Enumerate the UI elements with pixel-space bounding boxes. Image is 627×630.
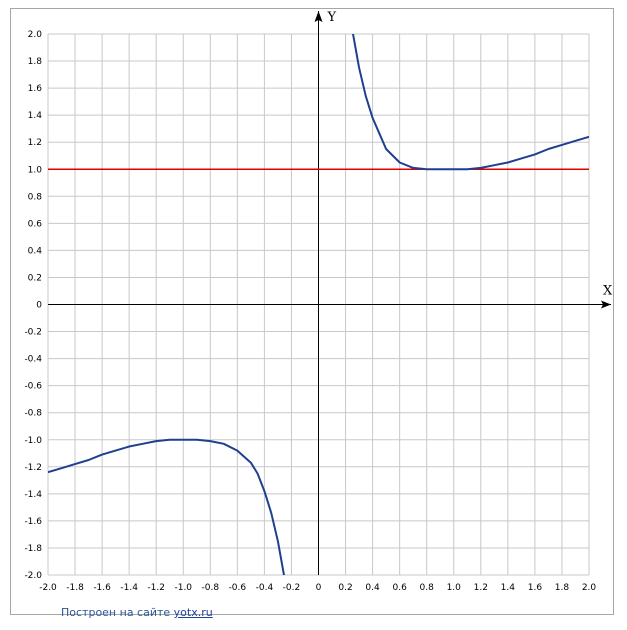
x-tick-label-15: 1.0 bbox=[447, 583, 462, 593]
x-tick-label-6: -0.8 bbox=[202, 583, 220, 593]
x-tick-label-1: -1.8 bbox=[66, 583, 84, 593]
y-tick-label-15: -1.0 bbox=[24, 436, 42, 446]
x-tick-label-13: 0.6 bbox=[392, 583, 407, 593]
y-tick-label-1: 1.8 bbox=[28, 57, 43, 67]
x-tick-label-17: 1.4 bbox=[501, 583, 516, 593]
x-tick-label-20: 2.0 bbox=[582, 583, 597, 593]
x-tick-label-19: 1.8 bbox=[555, 583, 570, 593]
y-tick-label-16: -1.2 bbox=[24, 463, 42, 473]
y-axis-arrow bbox=[314, 11, 323, 22]
y-tick-label-12: -0.4 bbox=[24, 355, 42, 365]
x-tick-label-12: 0.4 bbox=[365, 583, 380, 593]
y-tick-label-11: -0.2 bbox=[24, 328, 42, 338]
y-tick-label-8: 0.4 bbox=[28, 246, 43, 256]
x-tick-label-5: -1.0 bbox=[174, 583, 192, 593]
x-tick-label-4: -1.2 bbox=[147, 583, 165, 593]
y-tick-label-2: 1.6 bbox=[28, 84, 43, 94]
y-tick-label-0: 2.0 bbox=[28, 30, 43, 40]
chart-frame: X Y -2.0 -1.8 -1.6 -1.4 -1.2 -1.0 -0.8 -0.6 -0.4 -0… bbox=[10, 8, 614, 619]
curve-branch-0 bbox=[352, 34, 589, 171]
x-tick-label-16: 1.2 bbox=[474, 583, 488, 593]
y-tick-label-3: 1.4 bbox=[28, 111, 43, 121]
x-tick-label-0: -2.0 bbox=[39, 583, 57, 593]
x-tick-label-14: 0.8 bbox=[420, 583, 435, 593]
x-tick-label-18: 1.6 bbox=[528, 583, 543, 593]
y-tick-label-5: 1.0 bbox=[28, 165, 43, 175]
x-tick-label-10: 0 bbox=[316, 583, 322, 593]
y-tick-label-7: 0.6 bbox=[28, 219, 43, 229]
y-tick-label-9: 0.2 bbox=[28, 273, 42, 283]
y-tick-label-17: -1.4 bbox=[24, 490, 42, 500]
y-axis-label: Y bbox=[327, 10, 337, 25]
y-tick-label-18: -1.6 bbox=[24, 517, 42, 527]
chart-plot: X Y -2.0 -1.8 -1.6 -1.4 -1.2 -1.0 -0.8 -0.6 -0.4 -0… bbox=[24, 10, 613, 593]
x-tick-label-8: -0.4 bbox=[256, 583, 274, 593]
x-axis-arrow bbox=[601, 300, 611, 309]
y-tick-label-20: -2.0 bbox=[24, 571, 42, 581]
curve-branch-1 bbox=[48, 438, 285, 575]
y-tick-label-14: -0.8 bbox=[24, 409, 42, 419]
y-tick-label-19: -1.8 bbox=[24, 544, 42, 554]
x-tick-label-7: -0.6 bbox=[229, 583, 247, 593]
x-tick-label-9: -0.2 bbox=[283, 583, 301, 593]
y-tick-label-4: 1.2 bbox=[28, 138, 42, 148]
credit-line: Построен на сайте yotx.ru bbox=[61, 606, 213, 619]
credit-link[interactable]: yotx.ru bbox=[173, 606, 213, 619]
y-tick-label-10: 0 bbox=[36, 301, 42, 311]
credit-text: Построен на сайте bbox=[61, 606, 171, 619]
x-tick-label-11: 0.2 bbox=[338, 583, 352, 593]
x-tick-label-2: -1.6 bbox=[93, 583, 111, 593]
y-tick-label-6: 0.8 bbox=[28, 192, 43, 202]
y-tick-label-13: -0.6 bbox=[24, 382, 42, 392]
x-axis-label: X bbox=[603, 284, 613, 299]
x-tick-label-3: -1.4 bbox=[120, 583, 138, 593]
